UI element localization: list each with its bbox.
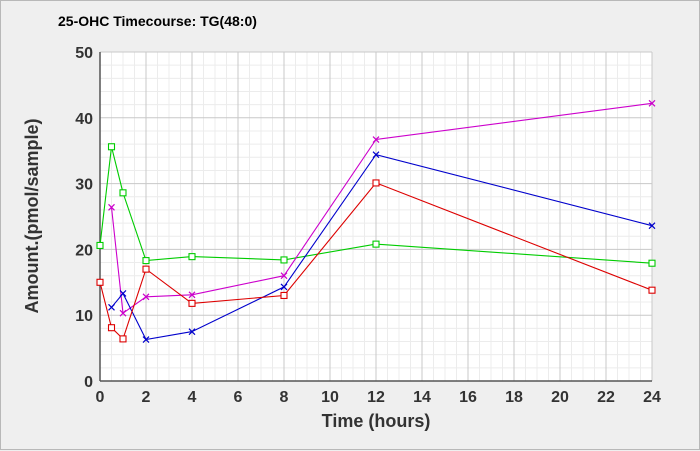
x-tick-label: 0 (96, 389, 105, 406)
x-axis-label: Time (hours) (322, 411, 431, 431)
y-tick-label: 40 (75, 111, 93, 128)
chart-title: 25-OHC Timecourse: TG(48:0) (58, 13, 257, 29)
y-tick-label: 30 (75, 177, 93, 194)
axes (99, 52, 652, 382)
data-point (280, 283, 288, 291)
series-1 (96, 143, 656, 267)
data-point (142, 265, 150, 273)
x-tick-label: 2 (142, 389, 151, 406)
y-axis-label: Amount.(pmol/sample) (22, 118, 42, 313)
data-point (96, 278, 104, 286)
data-point (119, 335, 127, 343)
x-tick-label: 8 (280, 389, 289, 406)
x-tick-label: 16 (459, 389, 477, 406)
data-point (648, 286, 656, 294)
series-4 (96, 179, 656, 343)
x-tick-label: 6 (234, 389, 243, 406)
data-point (188, 253, 196, 261)
data-point (107, 143, 116, 151)
x-tick-label: 4 (188, 389, 197, 406)
data-point (96, 241, 104, 250)
data-point (372, 151, 380, 159)
y-tick-label: 20 (75, 242, 93, 259)
x-tick-label: 12 (367, 389, 385, 406)
data-point (142, 336, 150, 343)
series-3 (108, 151, 656, 343)
x-tick-label: 10 (321, 389, 339, 406)
data-point (142, 293, 150, 301)
y-tick-labels: 0 10 20 30 40 50 (75, 45, 93, 391)
x-tick-label: 14 (413, 389, 431, 406)
series-2 (108, 99, 656, 317)
x-tick-label: 22 (597, 389, 615, 406)
data-point (119, 309, 127, 317)
data-point (648, 99, 656, 107)
data-point (372, 240, 380, 248)
data-point (188, 291, 196, 299)
data-point (142, 257, 150, 265)
x-tick-labels: 0 2 4 6 8 10 12 14 16 18 20 22 24 (96, 389, 661, 406)
data-point (188, 328, 196, 336)
data-point (188, 299, 196, 307)
data-point (119, 189, 127, 197)
data-point (108, 203, 115, 211)
data-point (280, 291, 288, 300)
x-tick-label: 18 (505, 389, 523, 406)
data-point (119, 290, 127, 297)
series-layer (96, 99, 656, 343)
data-point (372, 179, 380, 187)
data-point (280, 256, 288, 264)
data-point (648, 259, 656, 267)
y-tick-label: 10 (75, 308, 93, 325)
y-tick-label: 50 (75, 45, 93, 62)
data-point (107, 324, 116, 332)
data-point (108, 303, 115, 311)
data-point (280, 272, 288, 280)
x-tick-label: 20 (551, 389, 569, 406)
x-tick-label: 24 (643, 389, 661, 406)
y-tick-label: 0 (84, 374, 93, 391)
data-point (372, 136, 380, 143)
data-point (648, 222, 656, 230)
series-line (99, 146, 653, 264)
